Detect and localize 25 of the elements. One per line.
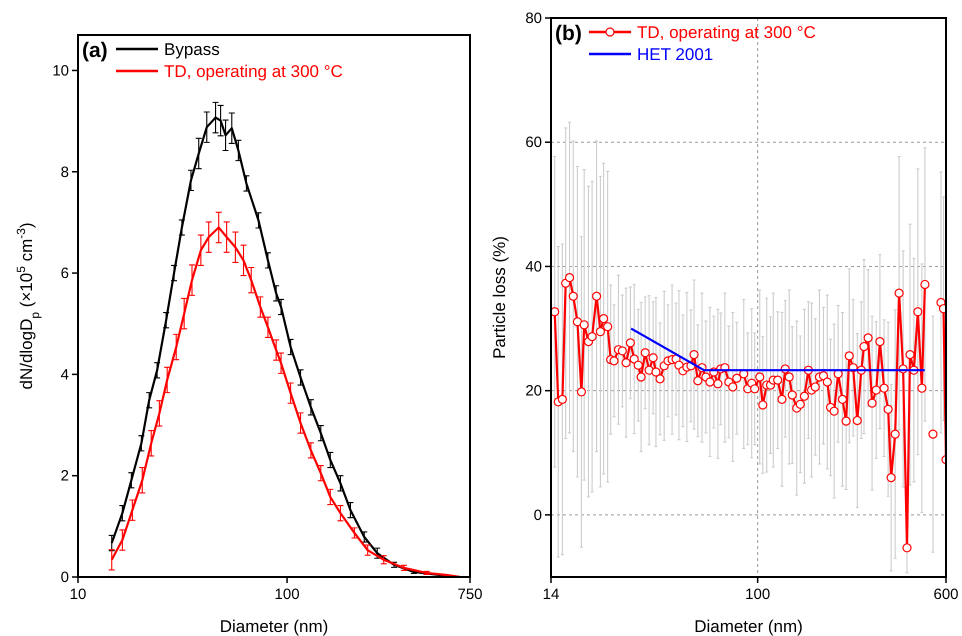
y-tick-label: 20 [525, 382, 542, 400]
y-tick-label: 40 [525, 258, 542, 276]
y-tick-label: 60 [525, 134, 542, 152]
y-tick-label: 8 [60, 164, 69, 181]
annotation: (b) [555, 22, 582, 45]
y-tick-label: 10 [52, 62, 69, 80]
y-tick-label: 80 [525, 10, 542, 27]
x-axis-title: Diameter (nm) [694, 617, 803, 636]
legend-label: Bypass [164, 40, 220, 59]
y-tick-label: 2 [60, 468, 69, 485]
y-tick-label: 4 [60, 366, 69, 384]
x-tick-label: 14 [542, 586, 560, 603]
x-tick-label: 750 [457, 586, 483, 603]
x-tick-label: 100 [745, 586, 770, 603]
legend-label: TD, operating at 300 °C [164, 62, 343, 81]
y-tick-label: 0 [534, 506, 542, 524]
legend-label: HET 2001 [637, 45, 714, 64]
x-axis-title: Diameter (nm) [220, 617, 328, 636]
y-tick-label: 6 [60, 265, 69, 282]
y-tick-label: 0 [60, 569, 69, 586]
x-tick-label: 100 [274, 586, 300, 603]
legend-label: TD, operating at 300 °C [637, 23, 816, 42]
annotation: (a) [82, 39, 108, 62]
x-tick-label: 600 [933, 586, 959, 603]
y-axis-title: Particle loss (%) [490, 236, 509, 359]
